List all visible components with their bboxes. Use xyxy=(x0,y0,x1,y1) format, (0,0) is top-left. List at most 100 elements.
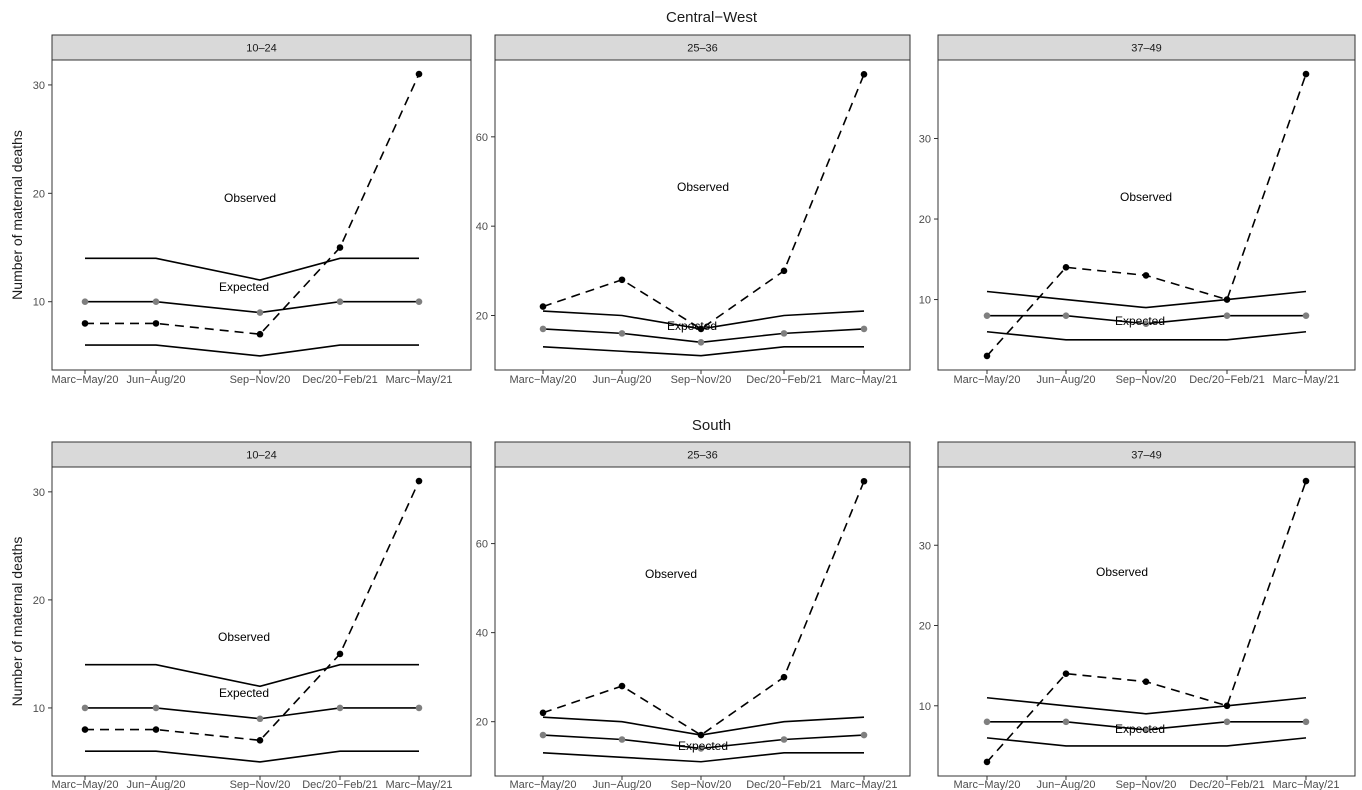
data-point-expected xyxy=(81,298,89,306)
y-tick-label: 60 xyxy=(476,132,488,144)
data-point-expected xyxy=(860,325,868,333)
series-line-lower-bound xyxy=(542,345,864,357)
data-point-expected xyxy=(860,731,868,739)
data-point-expected xyxy=(336,704,344,712)
data-point-expected xyxy=(152,298,160,306)
facet-strip xyxy=(937,441,1356,468)
x-tick-label: Dec/20−Feb/21 xyxy=(746,374,822,386)
expected-annotation: Expected xyxy=(219,280,269,294)
x-tick-label: Marc−May/20 xyxy=(510,779,577,790)
data-point-expected xyxy=(983,312,991,319)
series-line-observed xyxy=(85,480,420,742)
y-tick-label: 40 xyxy=(476,628,488,640)
x-tick-label: Jun−Aug/20 xyxy=(1036,779,1095,790)
data-point-observed xyxy=(1302,477,1310,485)
row-title-south: South xyxy=(692,417,731,434)
x-tick-label: Jun−Aug/20 xyxy=(592,779,651,790)
facet-panel-south-37-49: 37–49 10 20 30 Marc−May/20 Jun−Aug/20 Sep−Nov/… xyxy=(919,441,1356,790)
data-point-observed xyxy=(81,726,89,733)
data-point-expected xyxy=(539,731,547,739)
y-axis-title: Number of maternal deaths xyxy=(9,537,25,707)
data-point-observed xyxy=(256,737,264,744)
y-tick-label: 20 xyxy=(919,214,931,226)
data-point-expected xyxy=(1062,718,1070,726)
x-tick-label: Jun−Aug/20 xyxy=(126,374,185,386)
series-line-lower-bound xyxy=(85,750,419,763)
data-point-expected xyxy=(256,715,264,723)
data-point-observed xyxy=(983,758,991,766)
data-point-expected xyxy=(336,298,344,306)
x-tick-label: Jun−Aug/20 xyxy=(126,779,185,790)
x-tick-label: Marc−May/21 xyxy=(386,779,453,790)
y-tick-label: 30 xyxy=(33,487,45,499)
data-point-expected xyxy=(81,704,89,712)
x-tick-label: Jun−Aug/20 xyxy=(592,374,651,386)
observed-annotation: Observed xyxy=(1120,190,1172,204)
facet-strip-label: 10–24 xyxy=(246,43,277,55)
y-tick-label: 10 xyxy=(919,701,931,713)
y-tick-label: 20 xyxy=(476,311,488,323)
expected-annotation: Expected xyxy=(667,319,717,333)
facet-strip-label: 10–24 xyxy=(246,450,277,462)
x-tick-label: Dec/20−Feb/21 xyxy=(746,779,822,790)
panel-border xyxy=(494,466,911,777)
x-tick-label: Sep−Nov/20 xyxy=(230,374,291,386)
data-point-observed xyxy=(1302,70,1310,78)
data-point-expected xyxy=(415,704,423,712)
observed-annotation: Observed xyxy=(677,180,729,194)
y-axis-title: Number of maternal deaths xyxy=(9,130,25,300)
data-point-expected xyxy=(1223,718,1231,726)
observed-annotation: Observed xyxy=(218,630,270,644)
x-tick-label: Dec/20−Feb/21 xyxy=(302,374,378,386)
facet-strip-label: 25–36 xyxy=(687,43,718,55)
facet-panel-central-west-25-36: 25–36 20 40 60 Marc−May/20 Jun−Aug/20 Sep−Nov/… xyxy=(476,34,911,386)
expected-annotation: Expected xyxy=(678,739,728,753)
facet-strip-label: 37–49 xyxy=(1131,450,1162,462)
x-tick-label: Marc−May/20 xyxy=(954,779,1021,790)
data-point-expected xyxy=(983,718,991,726)
panel-border xyxy=(937,59,1356,371)
panel-border xyxy=(51,59,472,371)
data-point-observed xyxy=(336,650,344,658)
data-point-observed xyxy=(697,325,705,333)
panel-border xyxy=(51,466,472,777)
y-tick-label: 30 xyxy=(919,540,931,552)
x-tick-label: Marc−May/20 xyxy=(52,374,119,386)
series-line-upper-bound xyxy=(85,257,419,281)
data-point-expected xyxy=(780,330,788,337)
y-tick-label: 30 xyxy=(33,80,45,92)
y-tick-label: 10 xyxy=(919,295,931,307)
data-point-observed xyxy=(983,352,991,360)
data-point-expected xyxy=(1302,718,1310,726)
panel-border xyxy=(937,466,1356,777)
series-line-observed xyxy=(542,73,865,330)
data-point-observed xyxy=(860,477,868,485)
series-line-lower-bound xyxy=(986,737,1307,747)
x-tick-label: Marc−May/20 xyxy=(510,374,577,386)
series-line-upper-bound xyxy=(85,663,419,688)
x-tick-label: Sep−Nov/20 xyxy=(230,779,291,790)
facet-panel-central-west-10-24: 10–24 10 20 30 Marc−May/20 Jun−Aug/20 Sep−Nov/… xyxy=(9,34,472,386)
y-tick-label: 60 xyxy=(476,539,488,551)
data-point-expected xyxy=(152,704,160,712)
data-point-expected xyxy=(539,325,547,333)
y-tick-label: 10 xyxy=(33,297,45,309)
data-point-observed xyxy=(780,673,788,681)
x-tick-label: Dec/20−Feb/21 xyxy=(302,779,378,790)
data-point-expected xyxy=(1302,312,1310,319)
data-point-expected xyxy=(697,339,705,346)
series-line-observed xyxy=(542,480,865,736)
data-point-observed xyxy=(415,70,423,78)
expected-annotation: Expected xyxy=(219,686,269,700)
x-tick-label: Marc−May/21 xyxy=(1273,374,1340,386)
data-point-expected xyxy=(1223,312,1231,319)
x-tick-label: Marc−May/21 xyxy=(831,779,898,790)
data-point-observed xyxy=(539,303,547,310)
data-point-expected xyxy=(780,736,788,743)
data-point-observed xyxy=(1142,272,1150,279)
x-tick-label: Dec/20−Feb/21 xyxy=(1189,374,1265,386)
data-point-expected xyxy=(697,745,705,752)
data-point-observed xyxy=(1062,264,1070,271)
data-point-observed xyxy=(697,731,705,739)
